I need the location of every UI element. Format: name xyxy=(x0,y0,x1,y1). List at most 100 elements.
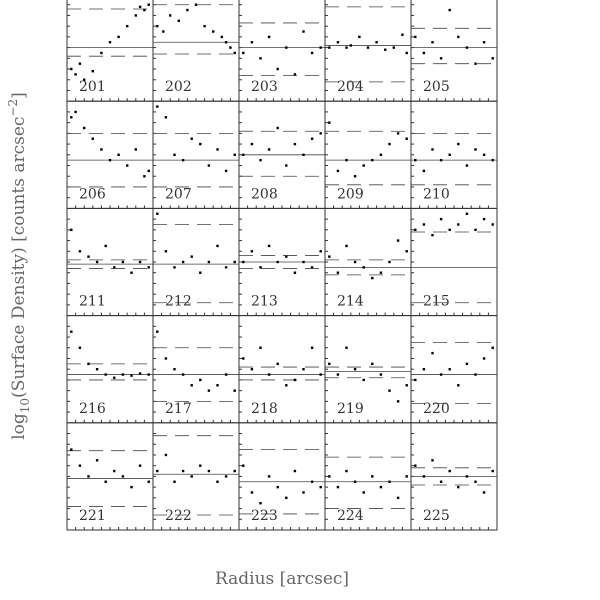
data-point xyxy=(250,142,254,146)
data-point xyxy=(457,142,460,146)
data-point xyxy=(207,469,211,473)
data-point xyxy=(396,496,400,500)
panel-label: 213 xyxy=(251,294,278,310)
data-point xyxy=(353,175,357,178)
data-point xyxy=(353,260,357,264)
data-point xyxy=(242,153,245,156)
data-point xyxy=(104,480,107,483)
data-point xyxy=(267,373,271,376)
data-point xyxy=(83,78,86,81)
data-point xyxy=(328,255,331,258)
panel-label: 205 xyxy=(423,79,450,95)
data-point xyxy=(117,35,120,39)
data-point xyxy=(156,24,159,28)
data-point xyxy=(121,373,125,376)
data-point xyxy=(310,137,314,140)
data-point xyxy=(349,44,352,47)
data-point xyxy=(431,351,434,355)
data-point xyxy=(199,378,202,382)
data-point xyxy=(138,372,142,375)
data-point xyxy=(336,373,340,376)
data-point xyxy=(457,223,460,226)
data-point xyxy=(439,217,443,221)
panel-label: 204 xyxy=(337,79,364,95)
data-point xyxy=(147,3,150,6)
panel-label: 223 xyxy=(251,508,278,524)
data-point xyxy=(229,46,232,49)
data-point xyxy=(164,357,168,360)
data-point xyxy=(293,469,297,473)
data-point xyxy=(216,148,219,151)
data-point xyxy=(276,126,279,130)
data-point xyxy=(164,116,168,119)
data-point xyxy=(336,485,340,489)
panel-label: 208 xyxy=(251,186,278,202)
data-point xyxy=(83,126,86,130)
data-point xyxy=(267,244,271,248)
data-point xyxy=(371,158,374,162)
data-point xyxy=(345,158,348,162)
data-point xyxy=(388,142,391,146)
data-point xyxy=(414,464,417,467)
panel-label: 203 xyxy=(251,79,278,95)
data-point xyxy=(207,260,211,264)
panel-label: 219 xyxy=(337,401,364,417)
data-point xyxy=(87,475,90,478)
data-point xyxy=(130,271,133,274)
data-point xyxy=(319,373,322,376)
data-point xyxy=(353,480,357,483)
data-point xyxy=(379,153,383,156)
data-point xyxy=(259,502,262,505)
data-point xyxy=(474,148,477,151)
data-point xyxy=(162,30,165,33)
data-point xyxy=(285,496,288,500)
data-point xyxy=(267,35,271,39)
data-point xyxy=(267,475,271,478)
y-label-sup: −2 xyxy=(6,99,20,117)
data-point xyxy=(379,373,383,376)
data-point xyxy=(121,260,125,264)
data-point xyxy=(156,212,159,215)
data-point xyxy=(233,153,236,156)
data-point xyxy=(190,137,193,140)
data-point xyxy=(87,255,90,258)
data-point xyxy=(147,266,150,269)
data-point xyxy=(199,271,202,274)
x-axis-label: Radius [arcsec] xyxy=(215,569,349,589)
data-point xyxy=(422,368,426,371)
data-point xyxy=(70,228,73,232)
data-point xyxy=(328,121,331,124)
data-point xyxy=(491,223,494,226)
data-point xyxy=(465,164,469,167)
data-point xyxy=(95,260,99,264)
data-point xyxy=(310,480,314,483)
data-point xyxy=(104,244,107,248)
data-point xyxy=(207,164,211,167)
data-point xyxy=(181,158,185,162)
data-point xyxy=(143,175,146,178)
data-point xyxy=(405,475,408,478)
data-point xyxy=(422,475,426,478)
panel-label: 220 xyxy=(423,401,450,417)
data-point xyxy=(396,132,400,135)
data-point xyxy=(250,250,254,253)
data-point xyxy=(78,62,82,65)
data-point xyxy=(147,480,150,483)
data-point xyxy=(190,255,193,258)
data-point xyxy=(465,46,469,49)
data-point xyxy=(474,373,477,376)
data-point xyxy=(242,51,245,55)
data-point xyxy=(233,389,236,392)
data-point xyxy=(319,485,322,489)
data-point xyxy=(138,464,142,467)
data-point xyxy=(457,485,460,489)
data-point xyxy=(401,33,404,36)
data-point xyxy=(371,276,374,280)
data-point xyxy=(491,158,494,162)
y-label-part: ] xyxy=(9,92,29,99)
data-point xyxy=(362,491,365,494)
data-point xyxy=(181,373,185,376)
data-point xyxy=(181,260,185,264)
data-point xyxy=(371,362,374,366)
data-point xyxy=(134,14,137,17)
